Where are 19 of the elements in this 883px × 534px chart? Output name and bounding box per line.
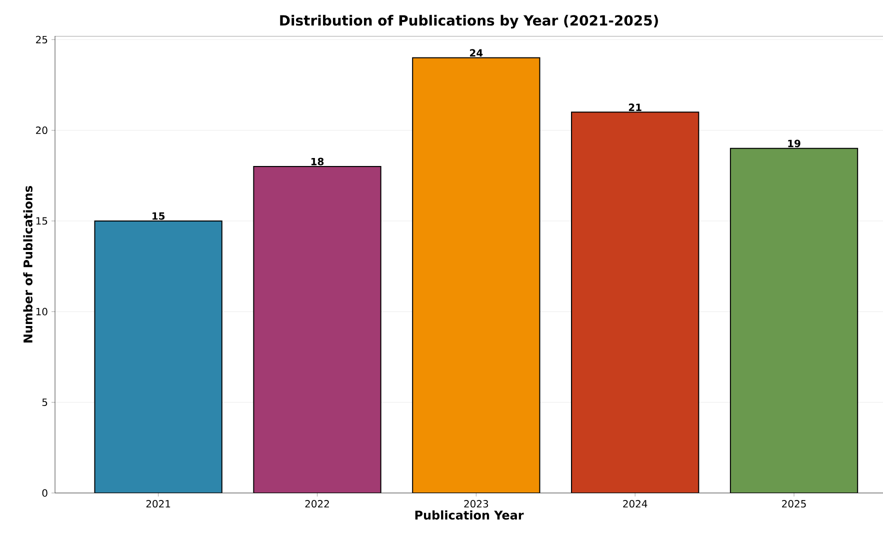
x-tick-label: 2021 xyxy=(146,500,170,508)
data-label: 19 xyxy=(788,140,800,148)
y-tick-label: 20 xyxy=(36,126,48,134)
x-tick-label: 2023 xyxy=(464,500,488,508)
y-tick-label: 10 xyxy=(36,308,48,316)
x-tick-label: 2025 xyxy=(782,500,806,508)
x-tick-label: 2022 xyxy=(305,500,329,508)
data-label: 15 xyxy=(152,212,165,220)
y-tick-label: 0 xyxy=(42,489,48,497)
y-tick-label: 25 xyxy=(36,36,48,44)
data-label: 21 xyxy=(628,104,642,111)
data-label: 18 xyxy=(311,158,324,166)
x-axis-title: Publication Year xyxy=(415,510,524,520)
y-axis-title: Number of Publications xyxy=(23,186,32,342)
y-tick-label: 15 xyxy=(36,217,48,225)
y-tick-label: 5 xyxy=(42,398,48,406)
chart-title: Distribution of Publications by Year (2021-2025) xyxy=(280,14,658,28)
x-tick-label: 2024 xyxy=(623,500,648,508)
data-label: 24 xyxy=(470,49,483,57)
